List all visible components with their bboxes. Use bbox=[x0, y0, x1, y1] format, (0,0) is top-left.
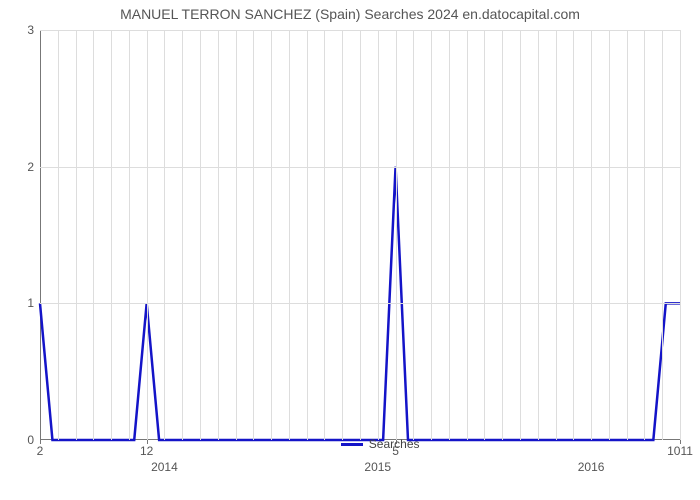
grid-line-v bbox=[164, 30, 165, 440]
grid-line-v bbox=[538, 30, 539, 440]
grid-line-v bbox=[573, 30, 574, 440]
grid-line-v bbox=[218, 30, 219, 440]
plot-area: 012321251011201420152016 bbox=[40, 30, 680, 440]
grid-line-v bbox=[93, 30, 94, 440]
y-tick-label: 2 bbox=[27, 160, 40, 174]
chart-title: MANUEL TERRON SANCHEZ (Spain) Searches 2… bbox=[0, 6, 700, 22]
y-tick-label: 1 bbox=[27, 296, 40, 310]
grid-line-v bbox=[58, 30, 59, 440]
grid-line-v bbox=[253, 30, 254, 440]
grid-line-v bbox=[236, 30, 237, 440]
grid-line-v bbox=[680, 30, 681, 440]
grid-line-v bbox=[360, 30, 361, 440]
grid-line-v bbox=[324, 30, 325, 440]
grid-line-v bbox=[289, 30, 290, 440]
grid-line-v bbox=[431, 30, 432, 440]
grid-line-v bbox=[200, 30, 201, 440]
y-tick-label: 3 bbox=[27, 23, 40, 37]
legend-label: Searches bbox=[369, 437, 420, 451]
x-year-label: 2016 bbox=[578, 440, 605, 474]
grid-line-v bbox=[111, 30, 112, 440]
grid-line-v bbox=[378, 30, 379, 440]
grid-line-v bbox=[502, 30, 503, 440]
grid-line-v bbox=[449, 30, 450, 440]
grid-line-v bbox=[467, 30, 468, 440]
legend: Searches bbox=[341, 437, 420, 451]
grid-line-v bbox=[556, 30, 557, 440]
grid-line-v bbox=[484, 30, 485, 440]
legend-swatch bbox=[341, 443, 363, 446]
grid-line-v bbox=[271, 30, 272, 440]
grid-line-v bbox=[644, 30, 645, 440]
x-tick-label: 2 bbox=[37, 440, 44, 458]
grid-line-v bbox=[307, 30, 308, 440]
grid-line-v bbox=[147, 30, 148, 440]
grid-line-v bbox=[662, 30, 663, 440]
grid-line-v bbox=[342, 30, 343, 440]
grid-line-v bbox=[396, 30, 397, 440]
grid-line-v bbox=[520, 30, 521, 440]
grid-line-v bbox=[609, 30, 610, 440]
grid-line-v bbox=[182, 30, 183, 440]
grid-line-v bbox=[413, 30, 414, 440]
x-year-label: 2014 bbox=[151, 440, 178, 474]
grid-line-v bbox=[76, 30, 77, 440]
grid-line-v bbox=[627, 30, 628, 440]
grid-line-v bbox=[591, 30, 592, 440]
grid-line-v bbox=[129, 30, 130, 440]
x-tick-label: 1011 bbox=[667, 440, 693, 458]
